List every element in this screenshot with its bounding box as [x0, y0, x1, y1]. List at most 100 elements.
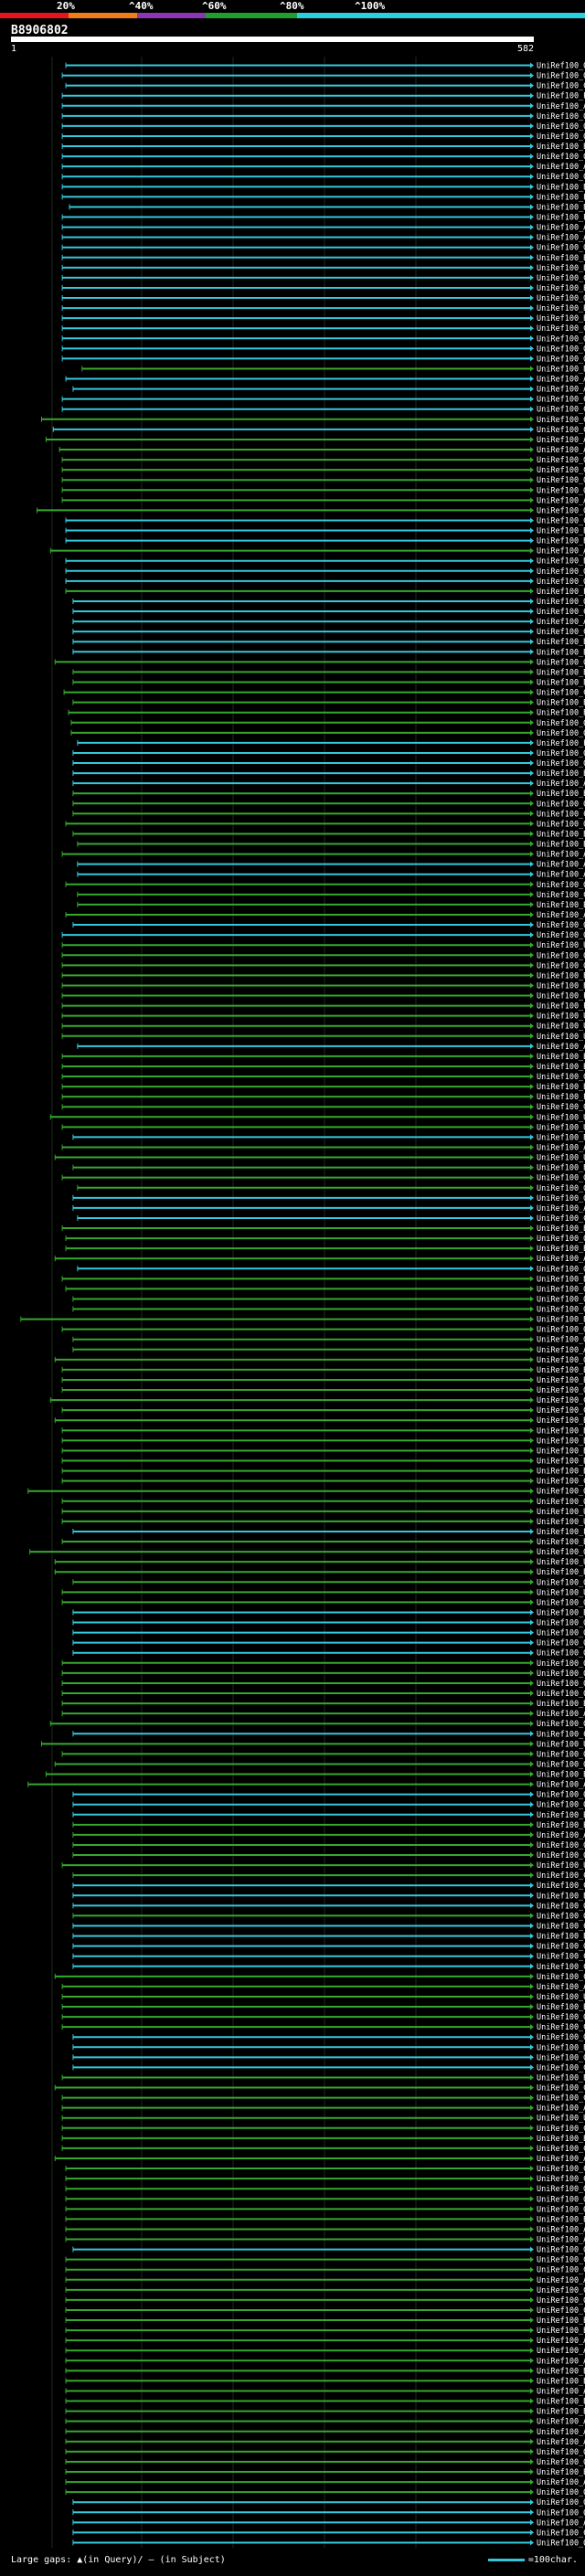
- hit-label[interactable]: UniRef100_Q2I6J6: [537, 800, 585, 809]
- hit-label[interactable]: UniRef100_B9GQU9: [537, 183, 585, 192]
- hit-label[interactable]: UniRef100_A9PIY2: [537, 861, 585, 870]
- hit-label[interactable]: UniRef100_UP1000...: [537, 1012, 585, 1022]
- hit-label[interactable]: UniRef100_O48904: [537, 62, 585, 71]
- hit-label[interactable]: UniRef100_B5U3E4: [537, 668, 585, 677]
- hit-label[interactable]: UniRef100_Q9SPB8: [537, 72, 585, 81]
- hit-label[interactable]: UniRef100_Q01LD0: [537, 486, 585, 495]
- hit-label[interactable]: UniRef100_B8M5B4: [537, 2468, 585, 2477]
- hit-label[interactable]: UniRef100_A5DKK3: [537, 2347, 585, 2356]
- hit-label[interactable]: UniRef100_Q0GF48: [537, 1629, 585, 1638]
- hit-label[interactable]: UniRef100_B9GIQ3: [537, 699, 585, 708]
- hit-label[interactable]: UniRef100_Q8H4E0: [537, 1943, 585, 1952]
- hit-label[interactable]: UniRef100_UP1000...: [537, 1508, 585, 1517]
- hit-label[interactable]: UniRef100_C5YNZ1: [537, 324, 585, 334]
- hit-label[interactable]: UniRef100_A2WUL6: [537, 1710, 585, 1719]
- hit-label[interactable]: UniRef100_B4J152: [537, 1416, 585, 1426]
- hit-label[interactable]: UniRef100_Q9SHE0: [537, 1720, 585, 1729]
- hit-label[interactable]: UniRef100_Q43743: [537, 1184, 585, 1193]
- hit-label[interactable]: UniRef100_UP1000...: [537, 1123, 585, 1132]
- hit-label[interactable]: UniRef100_C5FN37: [537, 1973, 585, 1982]
- hit-label[interactable]: UniRef100_B0DKI3: [537, 2215, 585, 2224]
- hit-label[interactable]: UniRef100_A5H8V4: [537, 2236, 585, 2245]
- hit-label[interactable]: UniRef100_A8P7W6: [537, 1983, 585, 1992]
- hit-label[interactable]: UniRef100_Q8L6T6: [537, 1488, 585, 1497]
- hit-label[interactable]: UniRef100_C6TE03: [537, 810, 585, 819]
- hit-label[interactable]: UniRef100_B9HFT0: [537, 830, 585, 839]
- hit-label[interactable]: UniRef100_C5KTZ2: [537, 1923, 585, 1932]
- hit-label[interactable]: UniRef100_B4FG53: [537, 1821, 585, 1830]
- hit-label[interactable]: UniRef100_C8V1V3: [537, 2063, 585, 2072]
- hit-label[interactable]: UniRef100_B4F426: [537, 1164, 585, 1173]
- hit-label[interactable]: UniRef100_B3M7N3: [537, 1245, 585, 1254]
- hit-label[interactable]: UniRef100_A9SYD4: [537, 446, 585, 455]
- hit-label[interactable]: UniRef100_B5U3Y9: [537, 1436, 585, 1446]
- hit-label[interactable]: UniRef100_B9T172: [537, 769, 585, 779]
- hit-label[interactable]: UniRef100_B6SH21: [537, 527, 585, 536]
- hit-label[interactable]: UniRef100_B9SEZ7: [537, 143, 585, 152]
- hit-label[interactable]: UniRef100_C6T613: [537, 689, 585, 698]
- hit-label[interactable]: UniRef100_Q4D4A0: [537, 1841, 585, 1850]
- hit-label[interactable]: UniRef100_B5U3E5: [537, 981, 585, 991]
- hit-label[interactable]: UniRef100_Q42972: [537, 476, 585, 485]
- hit-label[interactable]: UniRef100_A4HK60: [537, 2518, 585, 2528]
- hit-label[interactable]: UniRef100_Q6FHZ0: [537, 1235, 585, 1244]
- hit-label[interactable]: UniRef100_A7UF10: [537, 2418, 585, 2427]
- hit-label[interactable]: UniRef100_B5U0Z5: [537, 1458, 585, 1467]
- hit-label[interactable]: UniRef100_B9HQ36: [537, 1083, 585, 1092]
- hit-label[interactable]: UniRef100_B4FZU8: [537, 304, 585, 313]
- hit-label[interactable]: UniRef100_Q9Y7S6: [537, 2053, 585, 2062]
- hit-label[interactable]: UniRef100_Q6WJ29: [537, 1356, 585, 1365]
- hit-label[interactable]: UniRef100_O48906: [537, 1285, 585, 1294]
- hit-label[interactable]: UniRef100_A9NUT5: [537, 911, 585, 920]
- hit-label[interactable]: UniRef100_A9NVU6: [537, 1143, 585, 1152]
- hit-label[interactable]: UniRef100_Q759M4: [537, 2296, 585, 2306]
- hit-label[interactable]: UniRef100_Q9SQB4: [537, 2185, 585, 2194]
- hit-label[interactable]: UniRef100_Q0QF47: [537, 1851, 585, 1860]
- hit-label[interactable]: UniRef100_B9N9G6: [537, 365, 585, 374]
- hit-label[interactable]: UniRef100_A5E3K9: [537, 2337, 585, 2346]
- hit-label[interactable]: UniRef100_Q9VEB1: [537, 1174, 585, 1183]
- hit-label[interactable]: UniRef100_B4F6N1: [537, 1811, 585, 1820]
- hit-label[interactable]: UniRef100_Q6F361: [537, 355, 585, 364]
- hit-label[interactable]: UniRef100_B5U3E2: [537, 790, 585, 799]
- hit-label[interactable]: UniRef100_B6T3Y0: [537, 648, 585, 657]
- hit-label[interactable]: UniRef100_A5BTG2: [537, 376, 585, 385]
- hit-label[interactable]: UniRef100_B4FFV3: [537, 1608, 585, 1617]
- hit-label[interactable]: UniRef100_Q5SYF1: [537, 2539, 585, 2548]
- hit-label[interactable]: UniRef100_B3NZ92: [537, 1063, 585, 1072]
- hit-label[interactable]: UniRef100_Q0JFM3: [537, 1690, 585, 1699]
- hit-label[interactable]: UniRef100_Q4PP90: [537, 1265, 585, 1274]
- hit-label[interactable]: UniRef100_Q5B2C8: [537, 1326, 585, 1335]
- hit-label[interactable]: UniRef100_Q9UY27: [537, 1912, 585, 1921]
- hit-label[interactable]: UniRef100_Q7PYE7: [537, 1498, 585, 1507]
- hit-label[interactable]: UniRef100_A9NST3: [537, 779, 585, 789]
- hit-label[interactable]: UniRef100_Q9GF49: [537, 1578, 585, 1587]
- hit-label[interactable]: UniRef100_C3Z482: [537, 1396, 585, 1405]
- hit-label[interactable]: UniRef100_Q0GF37: [537, 1649, 585, 1659]
- hit-label[interactable]: UniRef100_B4FZW5: [537, 537, 585, 546]
- hit-label[interactable]: UniRef100_B6E5K4: [537, 1316, 585, 1325]
- hit-label[interactable]: UniRef100_UP1000...: [537, 1993, 585, 2002]
- hit-label[interactable]: UniRef100_UP1000...: [537, 1558, 585, 1567]
- hit-label[interactable]: UniRef100_A9PGE6: [537, 871, 585, 880]
- hit-label[interactable]: UniRef100_A1DCR4: [537, 2478, 585, 2487]
- hit-label[interactable]: UniRef100_B4NG95: [537, 1275, 585, 1284]
- hit-label[interactable]: UniRef100_C0LL36: [537, 416, 585, 425]
- hit-label[interactable]: UniRef100_C5NMZ3: [537, 2023, 585, 2032]
- hit-label[interactable]: UniRef100_A6Q1V1: [537, 2357, 585, 2366]
- hit-label[interactable]: UniRef100_B8MTP0: [537, 2377, 585, 2386]
- hit-label[interactable]: UniRef100_Q0QF31: [537, 2498, 585, 2507]
- hit-label[interactable]: UniRef100_P93106: [537, 1528, 585, 1537]
- hit-label[interactable]: UniRef100_Q6ATN1: [537, 133, 585, 142]
- hit-label[interactable]: UniRef100_C6T714: [537, 82, 585, 91]
- hit-label[interactable]: UniRef100_A9SL33: [537, 386, 585, 395]
- hit-label[interactable]: UniRef100_P46487: [537, 193, 585, 202]
- hit-label[interactable]: UniRef100_C1BLX1: [537, 2145, 585, 2154]
- hit-label[interactable]: UniRef100_Q9YWL3: [537, 1670, 585, 1679]
- hit-label[interactable]: UniRef100_Q0T5Z7: [537, 2205, 585, 2214]
- hit-label[interactable]: UniRef100_B6HD68: [537, 2316, 585, 2326]
- hit-label[interactable]: UniRef100_A5DBP5: [537, 2276, 585, 2285]
- hit-label[interactable]: UniRef100_B5U0S4: [537, 1468, 585, 1477]
- hit-label[interactable]: UniRef100_B6TCZ3: [537, 1700, 585, 1709]
- hit-label[interactable]: UniRef100_Q9LKK0: [537, 244, 585, 253]
